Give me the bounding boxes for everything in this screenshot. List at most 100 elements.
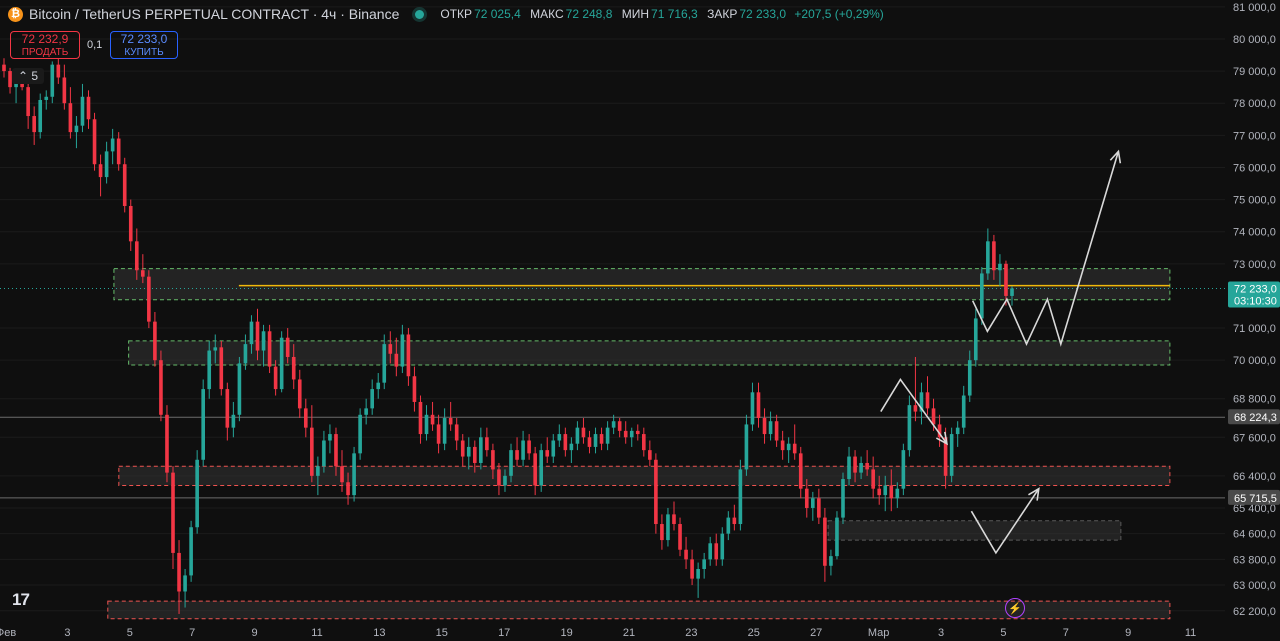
price-tick-label: 65 400,0 [1233,503,1276,515]
sell-price: 72 232,9 [21,32,69,46]
zone-5 [107,600,1171,620]
candle-body [829,556,833,566]
candle-body [678,524,682,550]
candle-body [563,434,568,451]
candle-body [165,414,169,473]
candle-body [708,543,713,560]
lightning-icon[interactable]: ⚡ [1005,598,1025,618]
price-tick-label: 68 800,0 [1233,394,1276,406]
candle-body [654,459,658,525]
candle-body [702,559,706,569]
candle-body [792,443,797,454]
candle-body [883,485,888,496]
price-tick-label: 80 000,0 [1233,34,1276,46]
zone-3 [118,465,1171,486]
candle-body [400,334,405,367]
candle-body [744,424,749,470]
candle-body [780,440,785,451]
arrow-head [935,431,949,446]
candle-body [177,552,181,592]
candle-body [623,430,628,438]
candle-body [189,527,193,576]
candle-body [998,263,1002,271]
time-tick-label: 5 [127,627,133,639]
time-tick-label: 11 [1185,627,1196,639]
candle-body [334,434,338,467]
candle-body [352,453,356,496]
candle-body [569,443,574,451]
candle-body [104,151,109,178]
candle-body [937,424,942,438]
candle-body [219,347,224,390]
candle-body [841,479,845,518]
time-tick-label: Мар [868,627,890,639]
time-tick-label: 23 [685,627,697,639]
time-tick-label: 25 [748,627,760,639]
candle-body [80,96,85,126]
candle-body [491,450,495,470]
candle-body [774,421,779,441]
candle-body [847,456,851,480]
candle-body [328,434,332,441]
candle-body [955,427,960,435]
candle-body [527,440,531,454]
candle-body [877,488,882,496]
candle-body [503,475,507,486]
candle-body [635,430,640,435]
candle-body [346,482,350,496]
candle-body [454,424,459,441]
price-tick-label: 63 800,0 [1233,554,1276,566]
candle-body [521,440,525,460]
candle-body [1004,263,1008,296]
candle-body [50,64,55,97]
ohlc-open-label: ОТКР [440,7,473,21]
candle-body [817,498,821,518]
current-price-badge: 72 233,0 [1234,283,1277,295]
projection-arrow-1 [971,151,1120,347]
candle-body [183,575,187,592]
candle-body [551,440,556,457]
level-price-badge: 65 715,5 [1234,493,1277,505]
candle-body [2,64,6,72]
candle-body [56,64,61,78]
candle-body [128,205,133,242]
candle-body [159,360,163,415]
candle-body [485,437,489,451]
candle-body [1010,288,1014,296]
candle-body [364,408,368,415]
candle-body [207,350,212,390]
candle-body [303,408,308,428]
candle-body [412,376,417,402]
candle-body [291,356,296,380]
candle-body [762,418,767,435]
ohlc-legend: ОТКР 72 025,4 МАКС 72 248,8 МИН 71 716,3 ЗА… [434,7,883,21]
price-tick-label: 62 200,0 [1233,606,1276,618]
ohlc-open-value: 72 025,4 [474,7,521,21]
candle-body [666,514,670,541]
candle-body [237,363,242,415]
candle-body [611,421,616,428]
buy-button[interactable]: 72 233,0 КУПИТЬ [110,31,178,59]
time-tick-label: 13 [373,627,385,639]
candle-body [925,392,930,409]
candle-body [587,437,592,447]
sell-button[interactable]: 72 232,9 ПРОДАТЬ [10,31,80,59]
candle-body [279,337,284,390]
candle-body [316,466,320,476]
candle-body [147,276,151,322]
price-tick-label: 73 000,0 [1233,259,1276,271]
candle-body [557,434,562,441]
candle-body [992,241,996,271]
spread-value: 0,1 [87,39,103,51]
symbol-title[interactable]: Bitcoin / TetherUS PERPETUAL CONTRACT · … [29,6,400,22]
candle-body [629,430,634,438]
candle-body [648,450,652,460]
chevron-up-icon: ⌃ [18,69,29,83]
candle-body [539,450,544,486]
price-tick-label: 67 600,0 [1233,432,1276,444]
buy-price: 72 233,0 [120,32,168,46]
tradingview-logo[interactable]: 17 [12,590,30,609]
indicators-toggle[interactable]: ⌃ 5 [12,68,45,84]
candle-body [436,424,441,444]
